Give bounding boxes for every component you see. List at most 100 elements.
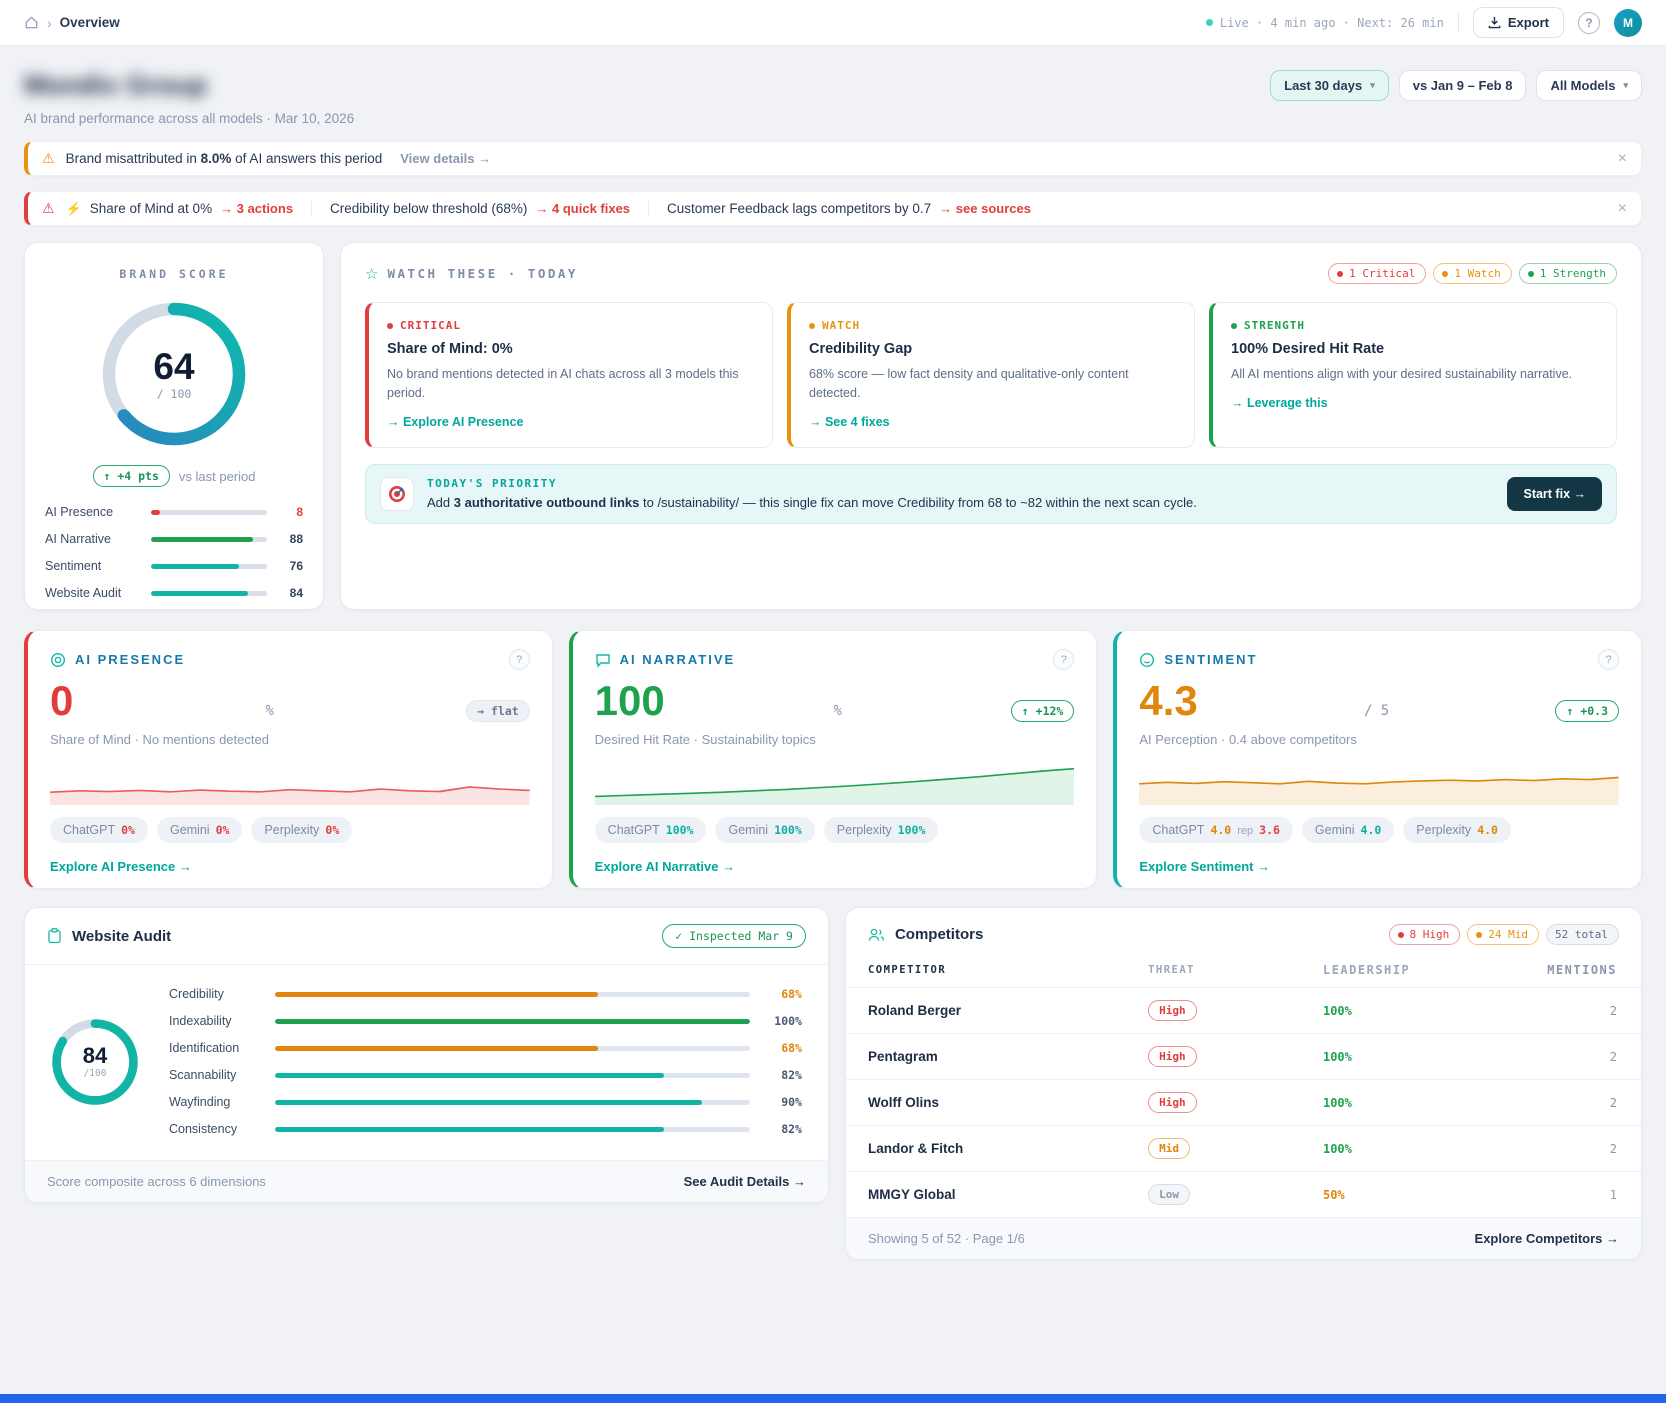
live-dot-icon (1205, 19, 1213, 26)
model-chip: Perplexity 100% (823, 817, 939, 843)
threat-badge: Mid (1148, 1138, 1190, 1159)
alert-item: Credibility below threshold (68%) → 4 qu… (311, 201, 648, 216)
live-status-text: Live · 4 min ago · Next: 26 min (1219, 15, 1444, 30)
alert-action-link[interactable]: → see sources (939, 201, 1031, 216)
ai-presence-card: AI PRESENCE ? 0 % → flat Share of Mind ·… (24, 630, 553, 889)
brand-score-gauge: 64 / 100 (99, 299, 249, 449)
alert-action-link[interactable]: → 3 actions (220, 201, 294, 216)
explore-link[interactable]: Explore Sentiment → (1139, 859, 1271, 874)
audit-row: Wayfinding 90% (169, 1095, 802, 1109)
table-row[interactable]: Pentagram High 100% 2 (845, 1033, 1641, 1080)
watch-card-link[interactable]: → Leverage this (1231, 395, 1328, 410)
view-details-link[interactable]: View details → (400, 151, 492, 166)
audit-row: Identification 68% (169, 1041, 802, 1055)
watch-card-strength: STRENGTH 100% Desired Hit Rate All AI me… (1209, 302, 1617, 448)
watch-card-title: Credibility Gap (809, 341, 913, 357)
page-title: Mondix Group (24, 70, 207, 100)
watch-card-body: 68% score — low fact density and qualita… (809, 367, 1129, 400)
clipboard-icon (47, 928, 62, 944)
severity-tag: STRENGTH (1231, 319, 1598, 332)
bottom-strip (0, 1394, 1666, 1403)
priority-label: TODAY'S PRIORITY (427, 477, 557, 490)
close-icon[interactable]: × (1617, 199, 1627, 217)
model-chip: Perplexity 4.0 (1403, 817, 1511, 843)
competitor-badges: 8 High 24 Mid 52 total (1388, 924, 1619, 945)
chat-bubble-icon (595, 652, 611, 668)
threat-badge: High (1148, 1092, 1197, 1113)
inspected-badge: ✓ Inspected Mar 9 (662, 924, 806, 948)
table-row[interactable]: MMGY Global Low 50% 1 (846, 1172, 1641, 1218)
chevron-down-icon: ▾ (1370, 80, 1375, 90)
date-range-filter[interactable]: Last 30 days ▾ (1270, 70, 1389, 101)
metric-subtitle: AI Perception · 0.4 above competitors (1139, 732, 1357, 747)
card-title: AI PRESENCE (75, 652, 186, 667)
model-chips: ChatGPT 0% Gemini 0% Perplexity 0% (50, 817, 530, 843)
model-chip: ChatGPT 0% (50, 817, 148, 843)
todays-priority: TODAY'S PRIORITY Add 3 authoritative out… (365, 463, 1617, 524)
help-icon[interactable]: ? (1053, 649, 1075, 670)
watch-card-link[interactable]: → Explore AI Presence (387, 414, 524, 429)
explore-competitors-link[interactable]: Explore Competitors → (1474, 1231, 1619, 1246)
watch-badges: 1 Critical 1 Watch 1 Strength (1328, 263, 1617, 284)
help-icon[interactable]: ? (508, 649, 530, 670)
star-icon: ☆ (365, 265, 379, 283)
export-button[interactable]: Export (1472, 7, 1564, 38)
table-row[interactable]: Landor & Fitch Mid 100% 2 (845, 1125, 1641, 1172)
critical-count-badge: 1 Critical (1328, 263, 1427, 284)
card-title: Website Audit (72, 927, 172, 945)
audit-row: Consistency 82% (169, 1122, 802, 1136)
help-icon[interactable]: ? (1598, 649, 1620, 670)
divider (1457, 12, 1459, 33)
score-metric-row: Website Audit 84 (45, 586, 303, 600)
explore-link[interactable]: Explore AI Presence → (50, 859, 192, 874)
explore-link[interactable]: Explore AI Narrative → (594, 859, 736, 874)
table-row[interactable]: Roland Berger High 100% 2 (845, 987, 1641, 1034)
models-filter[interactable]: All Models ▾ (1536, 70, 1642, 101)
see-audit-details-link[interactable]: See Audit Details → (683, 1174, 806, 1189)
card-title: AI NARRATIVE (619, 652, 736, 667)
brand-score-label: BRAND SCORE (119, 267, 229, 281)
metric-unit: / 5 (1363, 703, 1390, 719)
model-chip: ChatGPT 4.0 rep 3.6 (1139, 817, 1293, 843)
start-fix-button[interactable]: Start fix → (1507, 476, 1602, 511)
priority-text: Add 3 authoritative outbound links to /s… (427, 495, 1197, 510)
watch-card-critical: CRITICAL Share of Mind: 0% No brand ment… (365, 302, 773, 448)
alert-action-link[interactable]: → 4 quick fixes (535, 201, 631, 216)
sentiment-card: SENTIMENT ? 4.3 / 5 ↑ +0.3 AI Perception… (1113, 630, 1643, 889)
compare-range-filter[interactable]: vs Jan 9 – Feb 8 (1398, 70, 1527, 101)
metric-subtitle: Share of Mind · No mentions detected (50, 732, 269, 747)
metric-delta-badge: ↑ +12% (1010, 700, 1075, 722)
competitors-table: COMPETITOR THREAT LEADERSHIP MENTIONS Ro… (845, 951, 1641, 1218)
metric-delta-badge: → flat (466, 700, 530, 722)
score-metric-row: Sentiment 76 (45, 559, 303, 573)
audit-score-value: 84 (82, 1042, 108, 1068)
help-button[interactable]: ? (1578, 11, 1600, 34)
breadcrumb: › Overview (24, 15, 120, 31)
mid-threat-badge: 24 Mid (1467, 924, 1540, 945)
avatar[interactable]: M (1614, 8, 1642, 37)
table-row[interactable]: Wolff Olins High 100% 2 (845, 1079, 1641, 1126)
metric-subtitle: Desired Hit Rate · Sustainability topics (594, 732, 816, 747)
sparkline-chart (594, 767, 1075, 805)
main-content: Mondix Group Last 30 days ▾ vs Jan 9 – F… (0, 46, 1666, 1260)
home-icon[interactable] (24, 15, 39, 30)
metric-value: 0 (50, 677, 74, 724)
severity-tag: WATCH (809, 319, 1176, 332)
alert-item: Customer Feedback lags competitors by 0.… (648, 201, 1049, 216)
sparkline-chart (50, 786, 530, 805)
website-audit-card: Website Audit ✓ Inspected Mar 9 84 /100 (24, 907, 829, 1203)
topbar-actions: Live · 4 min ago · Next: 26 min Export ?… (1205, 7, 1642, 38)
competitors-card: Competitors 8 High 24 Mid 52 total COMPE… (844, 907, 1642, 1260)
total-badge: 52 total (1546, 924, 1619, 945)
strength-count-badge: 1 Strength (1518, 263, 1617, 284)
alert-items: ⚡ Share of Mind at 0% → 3 actions Credib… (66, 201, 1049, 217)
metric-unit: % (833, 703, 842, 719)
metric-value: 100 (594, 677, 665, 724)
close-icon[interactable]: × (1617, 149, 1627, 167)
watch-card-link[interactable]: → See 4 fixes (809, 414, 890, 429)
watch-title: WATCH THESE · TODAY (387, 266, 578, 281)
alert-item: ⚡ Share of Mind at 0% → 3 actions (65, 200, 294, 217)
breadcrumb-current[interactable]: Overview (59, 15, 120, 30)
threat-badge: High (1148, 1046, 1197, 1067)
audit-row: Scannability 82% (169, 1068, 802, 1082)
